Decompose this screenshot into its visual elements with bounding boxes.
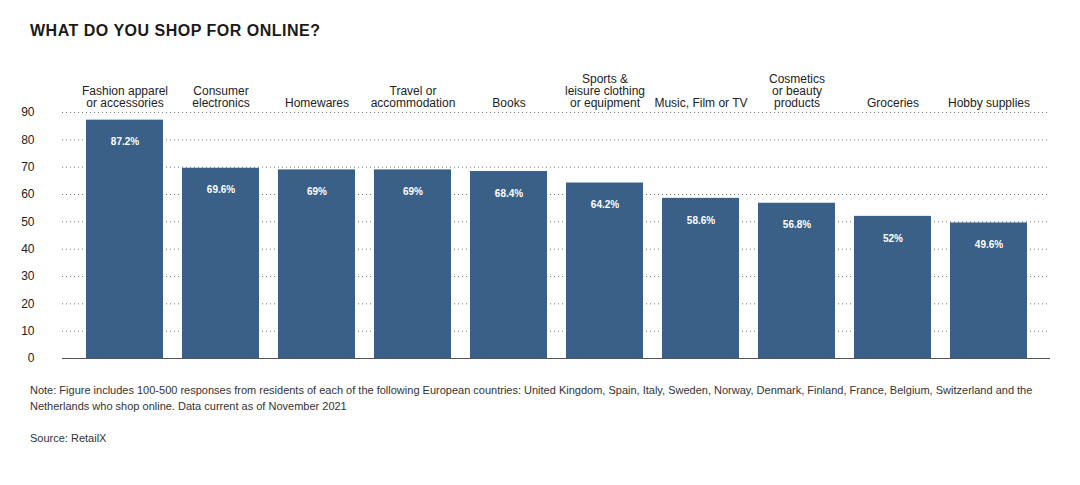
svg-text:40: 40 (21, 242, 35, 256)
svg-text:Groceries: Groceries (867, 96, 919, 110)
svg-text:Music, Film or TV: Music, Film or TV (654, 96, 747, 110)
svg-text:Consumerelectronics: Consumerelectronics (192, 84, 249, 110)
svg-text:90: 90 (21, 105, 35, 119)
svg-text:Fashion apparelor accessories: Fashion apparelor accessories (82, 84, 168, 110)
svg-text:Hobby supplies: Hobby supplies (948, 96, 1030, 110)
svg-text:49.6%: 49.6% (975, 239, 1003, 250)
svg-text:52%: 52% (883, 233, 903, 244)
svg-text:80: 80 (21, 133, 35, 147)
svg-text:10: 10 (21, 324, 35, 338)
html-text:Note: Figure includes 100-500: Note: Figure includes 100-500 responses … (30, 384, 1033, 412)
svg-text:20: 20 (21, 297, 35, 311)
svg-text:68.4%: 68.4% (495, 188, 523, 199)
svg-text:58.6%: 58.6% (687, 215, 715, 226)
svg-text:Sports &leisure clothingor equ: Sports &leisure clothingor equipment (565, 72, 645, 110)
svg-text:69%: 69% (307, 186, 327, 197)
svg-text:Travel oraccommodation: Travel oraccommodation (371, 84, 456, 110)
svg-text:Books: Books (492, 96, 525, 110)
svg-text:69.6%: 69.6% (207, 184, 235, 195)
svg-text:56.8%: 56.8% (783, 219, 811, 230)
svg-text:87.2%: 87.2% (111, 136, 139, 147)
svg-text:Homewares: Homewares (285, 96, 349, 110)
html-text:Source: RetailX: Source: RetailX (30, 432, 107, 444)
svg-text:70: 70 (21, 160, 35, 174)
svg-text:64.2%: 64.2% (591, 199, 619, 210)
svg-text:50: 50 (21, 215, 35, 229)
svg-text:60: 60 (21, 187, 35, 201)
svg-text:30: 30 (21, 269, 35, 283)
svg-text:0: 0 (28, 351, 35, 362)
svg-text:69%: 69% (403, 186, 423, 197)
html-text:WHAT DO YOU SHOP FOR ONLINE?: WHAT DO YOU SHOP FOR ONLINE? (30, 22, 321, 39)
svg-text:Cosmeticsor beautyproducts: Cosmeticsor beautyproducts (769, 72, 825, 110)
